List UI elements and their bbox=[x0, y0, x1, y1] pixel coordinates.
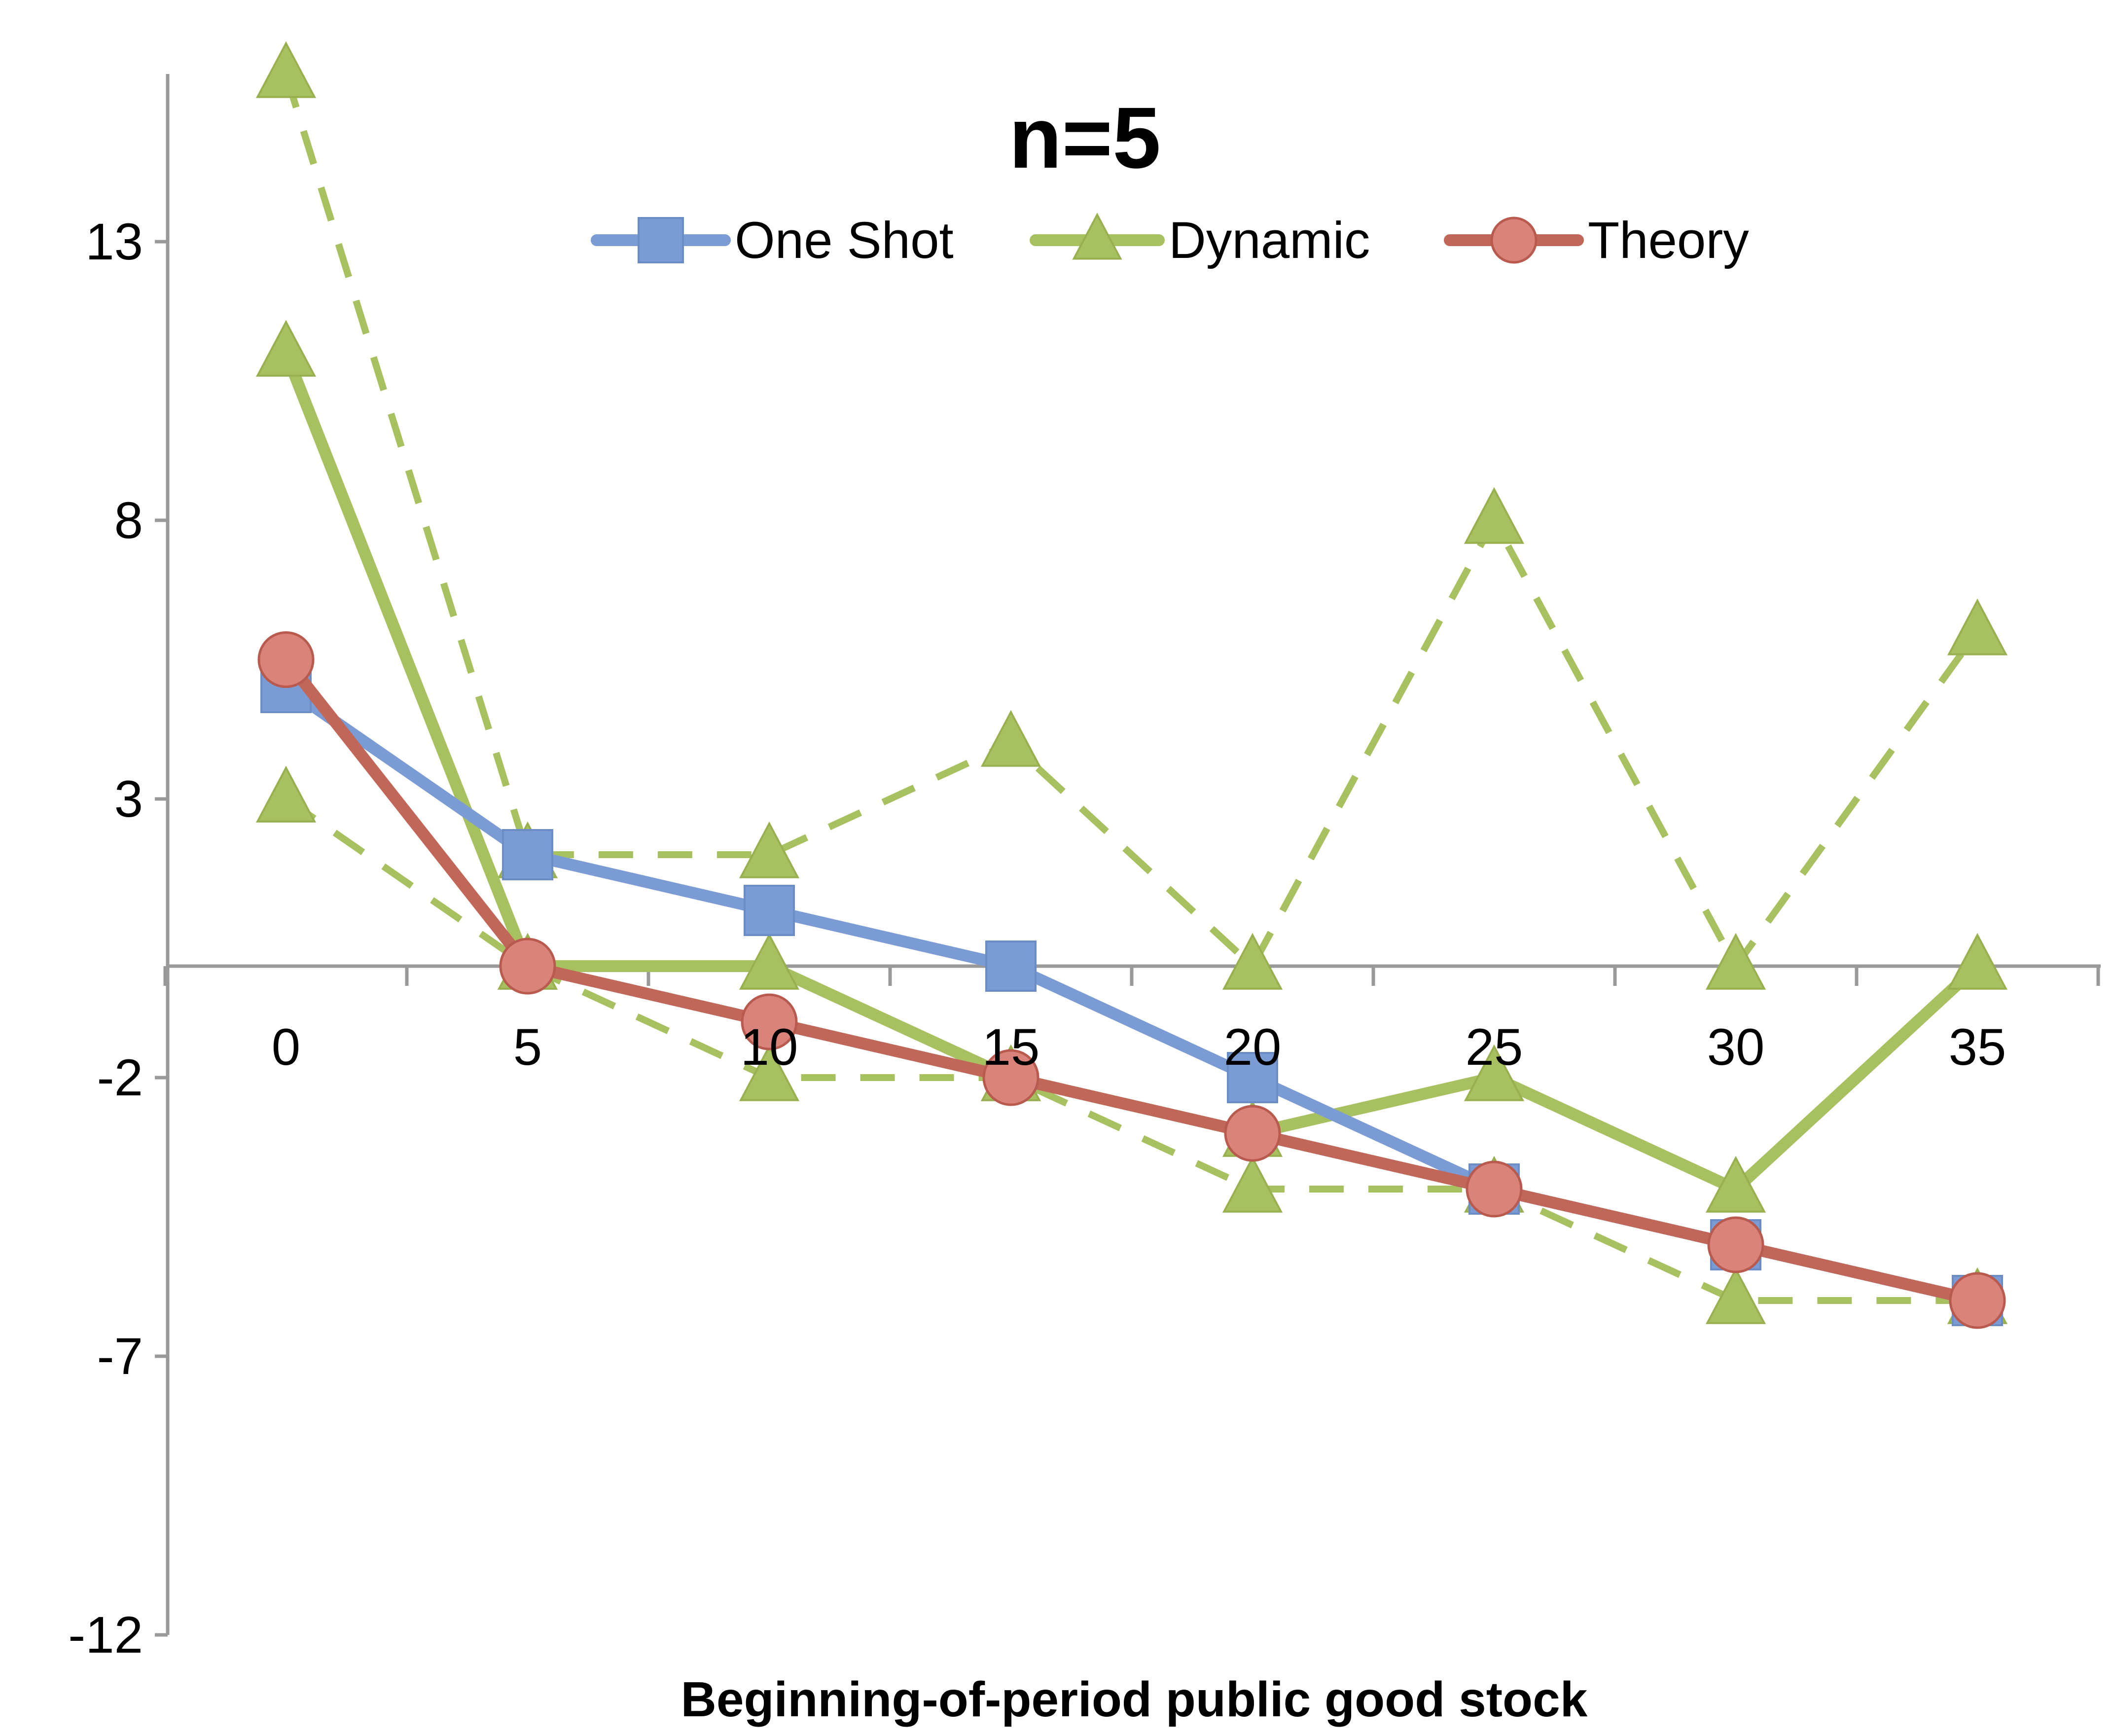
legend-item: Theory bbox=[1444, 212, 1749, 269]
dynamic-marker bbox=[1947, 598, 2008, 655]
dynamic-marker bbox=[1222, 933, 1283, 990]
dashed-series-line bbox=[283, 73, 1980, 970]
x-tick-label: 25 bbox=[1466, 1018, 1523, 1076]
x-tick-label: 15 bbox=[982, 1018, 1040, 1076]
dynamic-marker bbox=[1464, 487, 1525, 544]
dynamic-marker bbox=[1072, 213, 1122, 260]
theory-marker bbox=[982, 1049, 1039, 1106]
theory-marker bbox=[1949, 1272, 2006, 1329]
theory-marker bbox=[1466, 1160, 1523, 1218]
one-shot-marker bbox=[502, 829, 553, 880]
theory-marker bbox=[257, 631, 315, 688]
theory-marker bbox=[1224, 1105, 1281, 1162]
series-4 bbox=[257, 631, 2006, 1329]
theory-marker bbox=[741, 993, 798, 1050]
y-tick-label: 3 bbox=[114, 770, 143, 828]
dynamic-marker bbox=[739, 933, 800, 990]
one-shot-marker bbox=[638, 217, 684, 263]
dynamic-marker bbox=[255, 320, 317, 377]
dynamic-marker bbox=[1947, 933, 2008, 990]
axes bbox=[155, 74, 2101, 1637]
series-1 bbox=[255, 320, 2008, 1213]
theory-marker bbox=[1707, 1216, 1764, 1273]
dynamic-marker bbox=[255, 41, 317, 98]
labels-layer: 13 8 3 -2 -7 -12 0 5 10 15 20 25 30 35 bbox=[68, 213, 2006, 1664]
dynamic-marker bbox=[1464, 1044, 1525, 1101]
x-tick-label: 35 bbox=[1949, 1018, 2006, 1076]
legend-item: One Shot bbox=[591, 212, 954, 269]
chart-title: n=5 bbox=[1009, 90, 1161, 186]
dynamic-marker bbox=[739, 821, 800, 878]
dynamic-marker bbox=[1705, 933, 1766, 990]
dynamic-marker bbox=[980, 710, 1041, 767]
y-tick-label: -7 bbox=[97, 1328, 143, 1385]
dynamic-marker bbox=[255, 765, 317, 823]
y-tick-label: -2 bbox=[97, 1049, 143, 1107]
x-tick-label: 30 bbox=[1707, 1018, 1765, 1076]
legend-label: One Shot bbox=[735, 212, 954, 269]
dynamic-marker bbox=[1705, 1156, 1766, 1213]
legend: One Shot Dynamic Theory bbox=[591, 212, 1749, 269]
x-tick-label: 10 bbox=[741, 1018, 798, 1076]
y-tick-label: 8 bbox=[114, 492, 143, 549]
one-shot-marker bbox=[985, 940, 1037, 992]
series-layer bbox=[255, 41, 2008, 1329]
y-tick-label: 13 bbox=[85, 213, 143, 271]
y-tick-label: -12 bbox=[68, 1606, 143, 1664]
x-tick-label: 0 bbox=[272, 1018, 300, 1076]
one-shot-marker bbox=[1227, 1052, 1278, 1103]
legend-label: Dynamic bbox=[1169, 212, 1370, 269]
dynamic-marker bbox=[1222, 1156, 1283, 1213]
dynamic-marker bbox=[739, 1044, 800, 1101]
one-shot-marker bbox=[744, 885, 795, 936]
legend-label: Theory bbox=[1588, 212, 1749, 269]
dynamic-marker bbox=[1705, 1267, 1766, 1324]
series-line bbox=[280, 653, 1983, 1306]
theory-marker bbox=[1490, 217, 1538, 264]
x-tick-label: 5 bbox=[513, 1018, 542, 1076]
x-tick-label: 20 bbox=[1224, 1018, 1282, 1076]
theory-marker bbox=[499, 938, 556, 995]
x-axis-label: Beginning-of-period public good stock bbox=[681, 1672, 1588, 1727]
legend-item: Dynamic bbox=[1030, 212, 1370, 269]
